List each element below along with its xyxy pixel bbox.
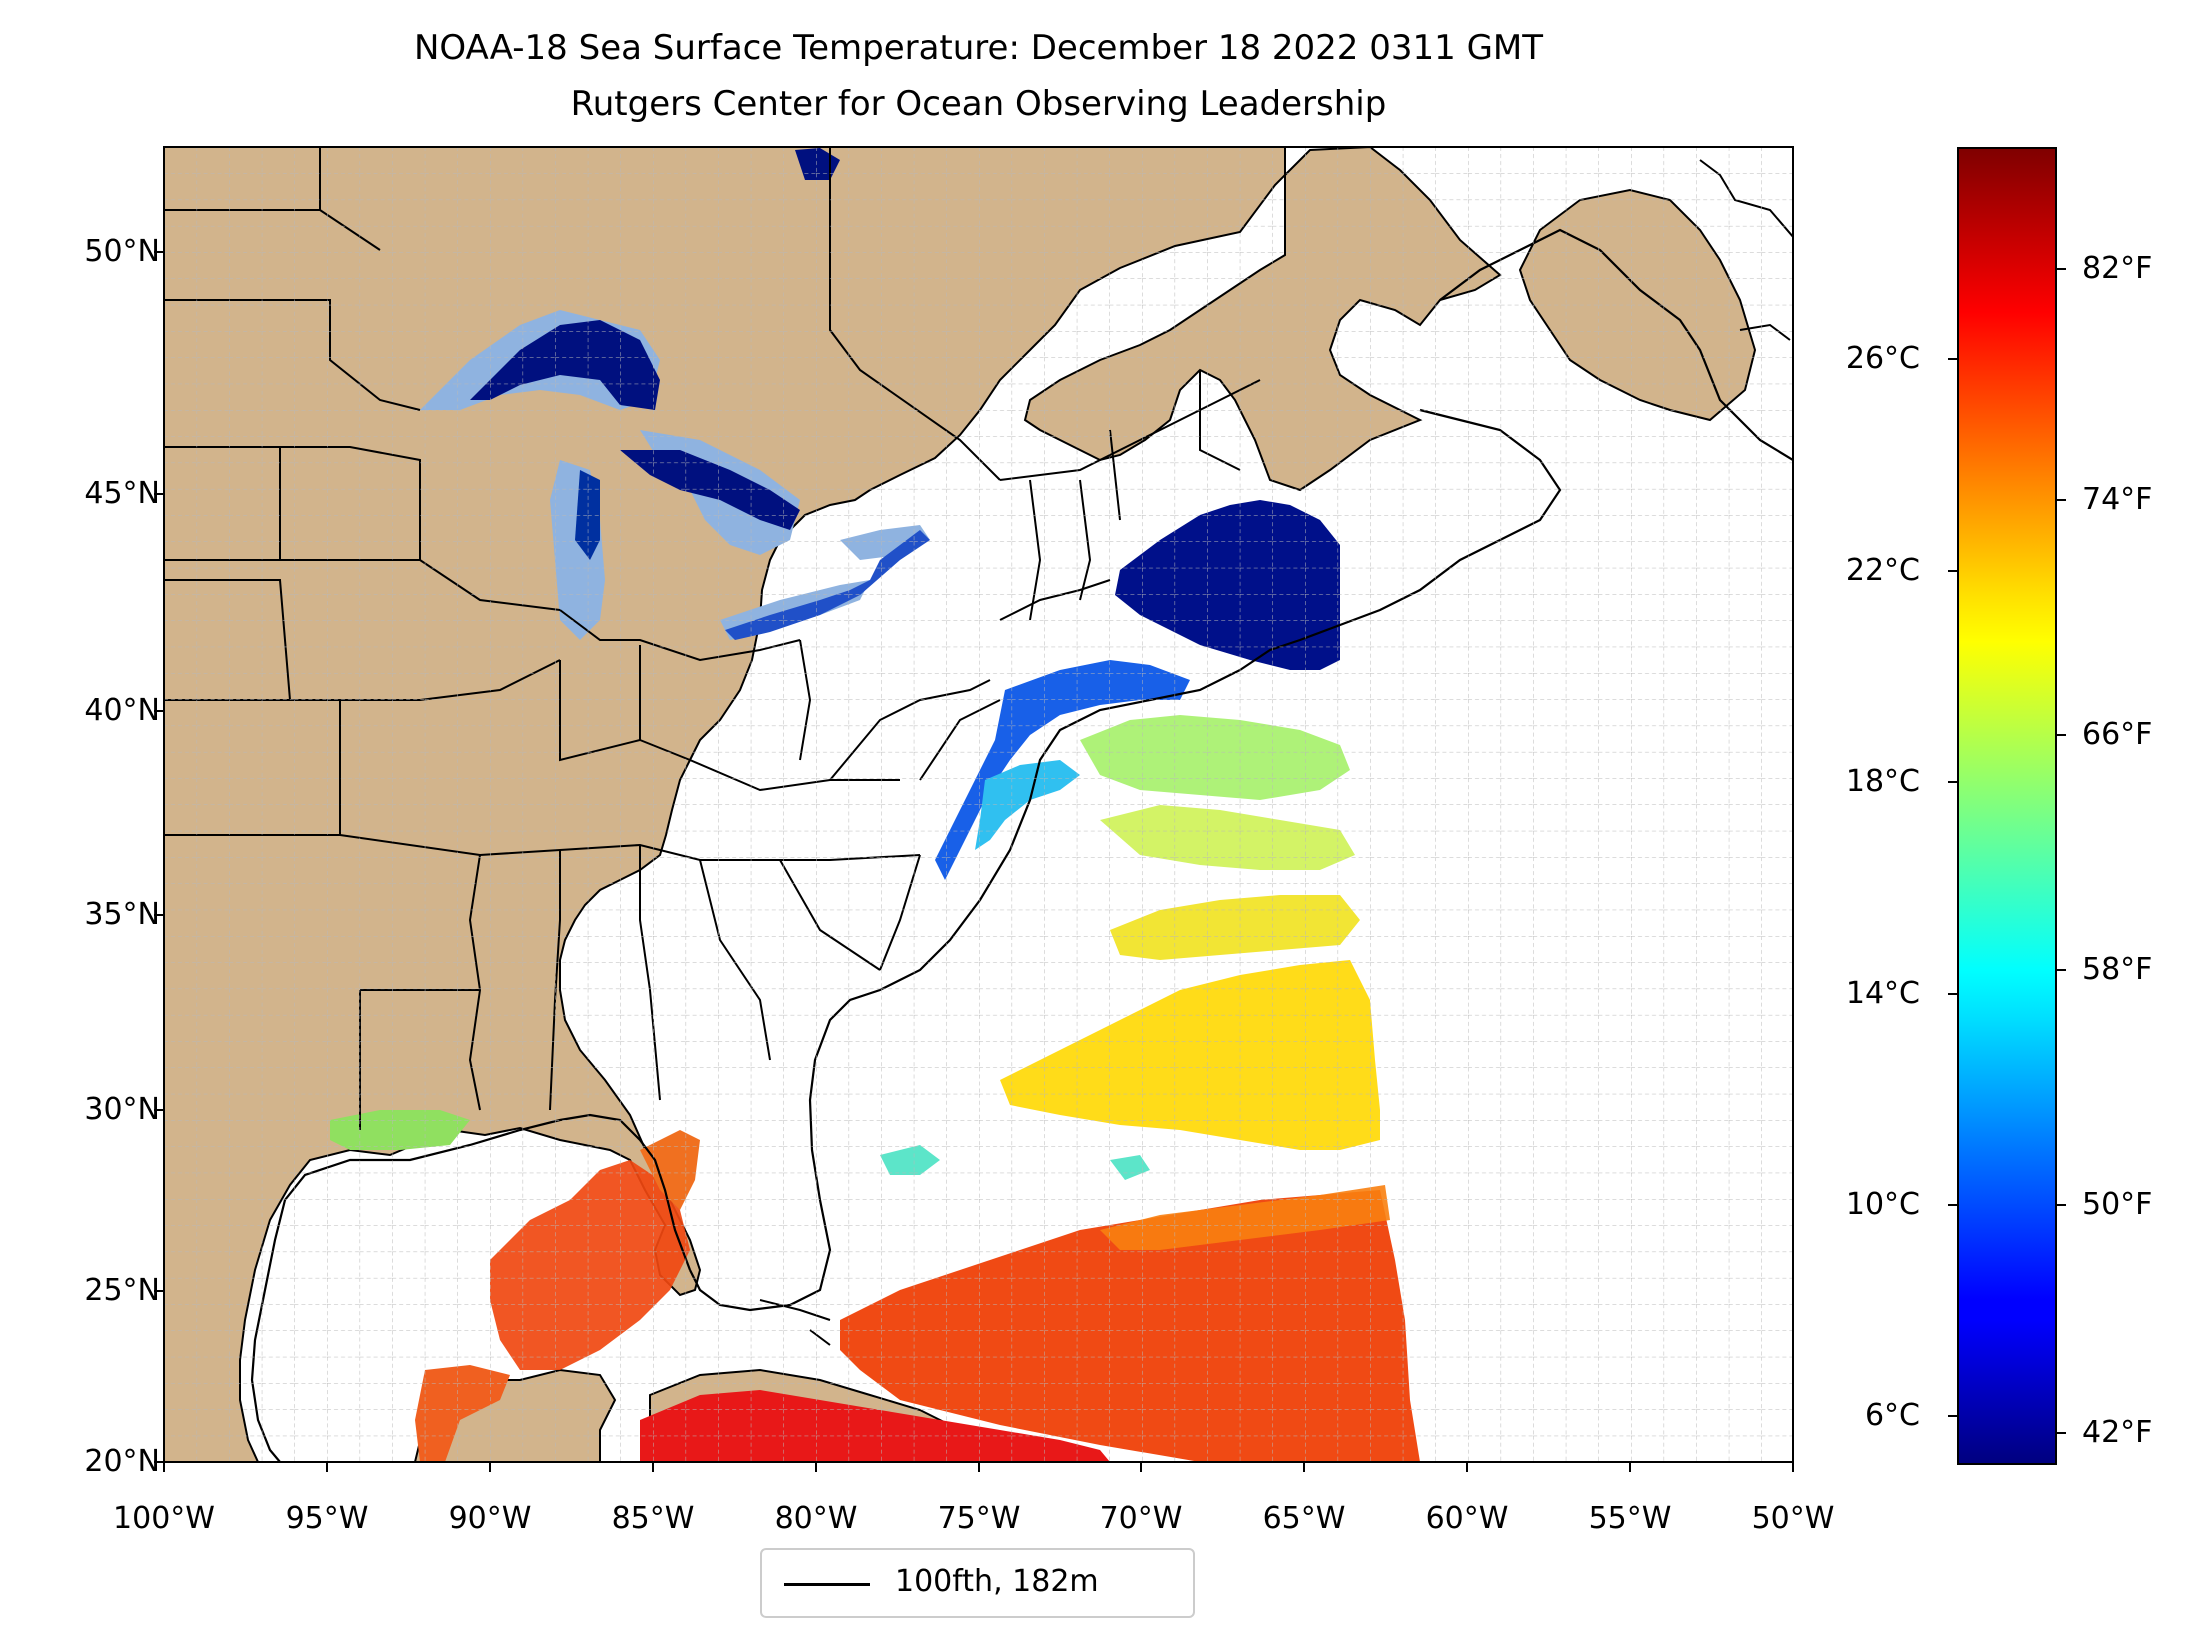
lon-label-60w: 60°W bbox=[1425, 1501, 1509, 1536]
lon-label-100w: 100°W bbox=[113, 1501, 215, 1536]
legend: 100fth, 182m bbox=[760, 1548, 1195, 1618]
colorbar-fahrenheit-ticks bbox=[2056, 268, 2066, 1434]
colorbar-label-14c: 14°C bbox=[1845, 976, 1920, 1011]
colorbar-label-26c: 26°C bbox=[1845, 341, 1920, 376]
lat-label-40n: 40°N bbox=[84, 693, 160, 728]
colorbar-label-42f: 42°F bbox=[2082, 1415, 2153, 1450]
colorbar-label-66f: 66°F bbox=[2082, 717, 2153, 752]
lon-label-50w: 50°W bbox=[1751, 1501, 1835, 1536]
lon-label-85w: 85°W bbox=[611, 1501, 695, 1536]
lat-label-20n: 20°N bbox=[84, 1444, 160, 1479]
map-title: NOAA-18 Sea Surface Temperature: Decembe… bbox=[413, 28, 1544, 68]
lon-label-80w: 80°W bbox=[774, 1501, 858, 1536]
colorbar-label-50f: 50°F bbox=[2082, 1187, 2153, 1222]
lat-label-30n: 30°N bbox=[84, 1092, 160, 1127]
lat-label-45n: 45°N bbox=[84, 476, 160, 511]
lon-label-75w: 75°W bbox=[937, 1501, 1021, 1536]
lon-label-55w: 55°W bbox=[1588, 1501, 1672, 1536]
colorbar-label-22c: 22°C bbox=[1845, 553, 1920, 588]
colorbar-celsius-ticks bbox=[1948, 358, 1958, 1417]
legend-line-sample bbox=[784, 1583, 870, 1586]
map-content bbox=[164, 147, 1793, 1462]
lon-label-70w: 70°W bbox=[1099, 1501, 1183, 1536]
colorbar-label-18c: 18°C bbox=[1845, 764, 1920, 799]
colorbar bbox=[1957, 147, 2057, 1465]
map-subtitle: Rutgers Center for Ocean Observing Leade… bbox=[570, 84, 1387, 124]
lat-label-25n: 25°N bbox=[84, 1273, 160, 1308]
lon-tick-marks bbox=[163, 1462, 1794, 1472]
colorbar-label-6c: 6°C bbox=[1864, 1398, 1920, 1433]
legend-label: 100fth, 182m bbox=[895, 1564, 1099, 1599]
colorbar-label-10c: 10°C bbox=[1845, 1187, 1920, 1222]
lon-label-95w: 95°W bbox=[285, 1501, 369, 1536]
colorbar-label-58f: 58°F bbox=[2082, 952, 2153, 987]
colorbar-label-74f: 74°F bbox=[2082, 482, 2153, 517]
minor-gridlines bbox=[164, 147, 1793, 1462]
lat-label-50n: 50°N bbox=[84, 234, 160, 269]
colorbar-label-82f: 82°F bbox=[2082, 251, 2153, 286]
lat-tick-marks bbox=[154, 251, 164, 1463]
lon-label-90w: 90°W bbox=[448, 1501, 532, 1536]
lon-label-65w: 65°W bbox=[1262, 1501, 1346, 1536]
lat-label-35n: 35°N bbox=[84, 897, 160, 932]
